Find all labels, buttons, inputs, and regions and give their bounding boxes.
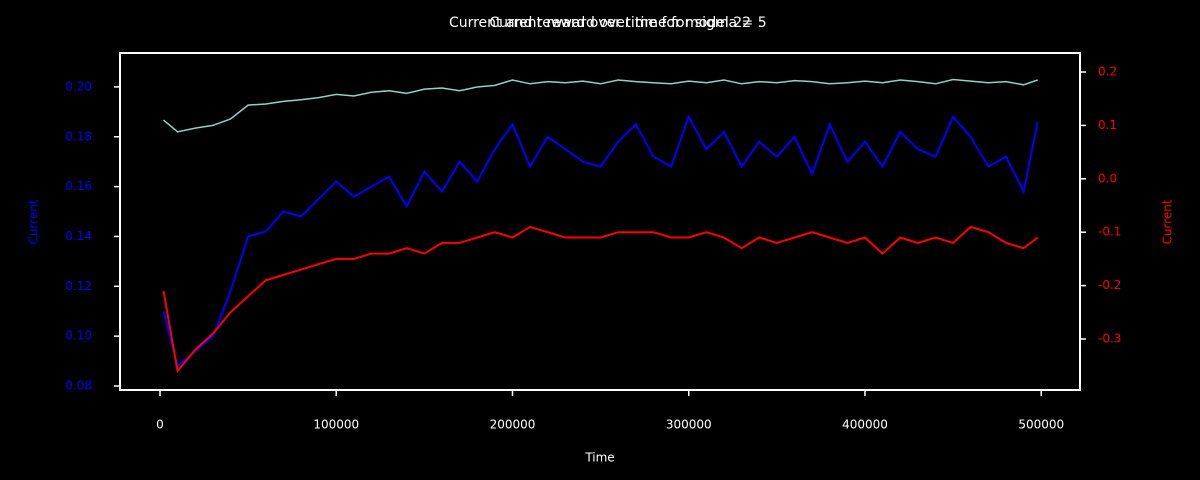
y-tick-label: 0.14 [65, 229, 92, 243]
x-tick-label: 200000 [490, 418, 536, 432]
line-series [162, 225, 1039, 374]
chart-title: Current reward over time for sigma = 5 [489, 15, 766, 31]
plot-frame [119, 52, 1081, 391]
y-tick-label: 0.20 [65, 79, 92, 93]
y2-tick-label: -0.2 [1098, 278, 1121, 292]
y-tick-label: 0.12 [65, 279, 92, 293]
x-tick-label: 500000 [1018, 418, 1064, 432]
line-series [163, 78, 1038, 133]
x-tick-label: 0 [156, 418, 164, 432]
y2-tick-label: 0.2 [1098, 65, 1117, 79]
y2-tick-label: -0.3 [1098, 332, 1121, 346]
y-tick-label: 0.08 [65, 379, 92, 393]
x-tick-label: 100000 [313, 418, 359, 432]
x-tick-label: 300000 [666, 418, 712, 432]
y-tick-label: 0.18 [65, 129, 92, 143]
y2-tick-label: 0.0 [1098, 171, 1117, 185]
y-tick-label: 0.10 [65, 329, 92, 343]
y2-tick-label: -0.1 [1098, 225, 1121, 239]
y-tick-label: 0.16 [65, 179, 92, 193]
chart-title: Current and reward over time for model 2… [449, 15, 751, 31]
x-axis-label: Time [584, 451, 614, 465]
y2-tick-label: 0.1 [1098, 118, 1117, 132]
y2-axis-label: Current [1161, 199, 1175, 244]
y-axis-label: Current [27, 199, 41, 244]
x-tick-label: 400000 [842, 418, 888, 432]
line-series [162, 114, 1039, 368]
